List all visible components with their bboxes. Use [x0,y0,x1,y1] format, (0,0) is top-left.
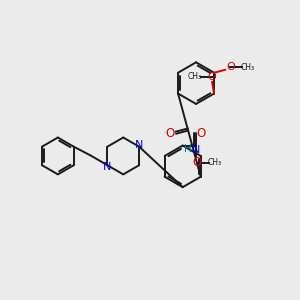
Text: CH₃: CH₃ [241,63,255,72]
Text: O: O [226,62,235,72]
Text: CH₃: CH₃ [188,72,202,81]
Text: O: O [208,72,216,82]
Text: N: N [135,140,143,150]
Text: H: H [184,144,191,154]
Text: O: O [166,127,175,140]
Text: N: N [103,162,112,172]
Text: N: N [192,145,200,155]
Text: O: O [197,127,206,140]
Text: O: O [193,156,202,169]
Text: CH₃: CH₃ [207,158,222,167]
